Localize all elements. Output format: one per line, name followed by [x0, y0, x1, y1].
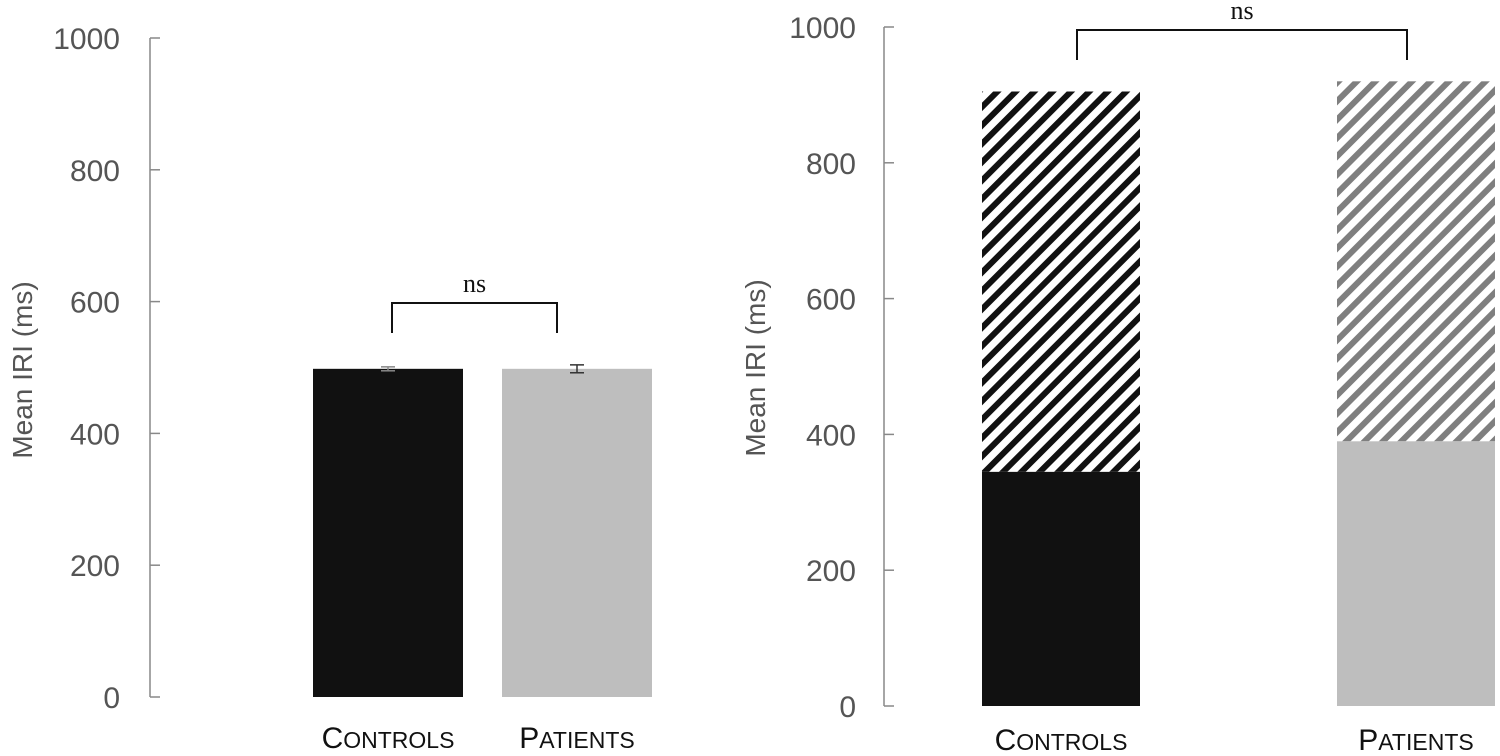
bar-patients: [502, 368, 652, 697]
y-tick-label: 400: [70, 418, 120, 451]
bar-controls-lower: [982, 471, 1140, 706]
y-tick-label: 600: [70, 287, 120, 320]
x-tick-label-patients: PATIENTS: [519, 722, 634, 755]
y-tick-label: 400: [806, 419, 856, 452]
y-tick-label: 200: [806, 555, 856, 588]
y-axis-title: Mean IRI (ms): [7, 281, 38, 458]
y-tick-label: 800: [806, 148, 856, 181]
significance-label: ns: [1230, 0, 1253, 25]
x-tick-label-controls: CONTROLS: [995, 724, 1128, 756]
y-tick-label: 1000: [789, 12, 856, 45]
bar-patients-lower: [1337, 441, 1495, 706]
y-tick-label: 800: [70, 155, 120, 188]
bar-patients-upper: [1337, 81, 1495, 442]
y-tick-label: 0: [839, 691, 856, 724]
y-tick-label: 0: [103, 682, 120, 715]
chart-left: Mean IRI (ms) 0 200 400 600 800 1000 CONTROLS P…: [7, 23, 652, 755]
bar-controls: [313, 368, 463, 697]
bar-controls-upper: [982, 91, 1140, 472]
x-tick-label-patients: PATIENTS: [1358, 724, 1473, 756]
chart-right: Mean IRI (ms) 0 200 400 600 800 1000 CONTROLS P…: [740, 0, 1495, 756]
y-tick-label: 200: [70, 550, 120, 583]
significance-bracket: [1076, 29, 1408, 60]
y-tick-label: 1000: [53, 23, 120, 56]
y-tick-label: 600: [806, 284, 856, 317]
significance-label: ns: [463, 269, 486, 298]
x-tick-label-controls: CONTROLS: [322, 722, 455, 755]
y-axis-title: Mean IRI (ms): [740, 279, 771, 456]
significance-bracket: [391, 302, 558, 333]
